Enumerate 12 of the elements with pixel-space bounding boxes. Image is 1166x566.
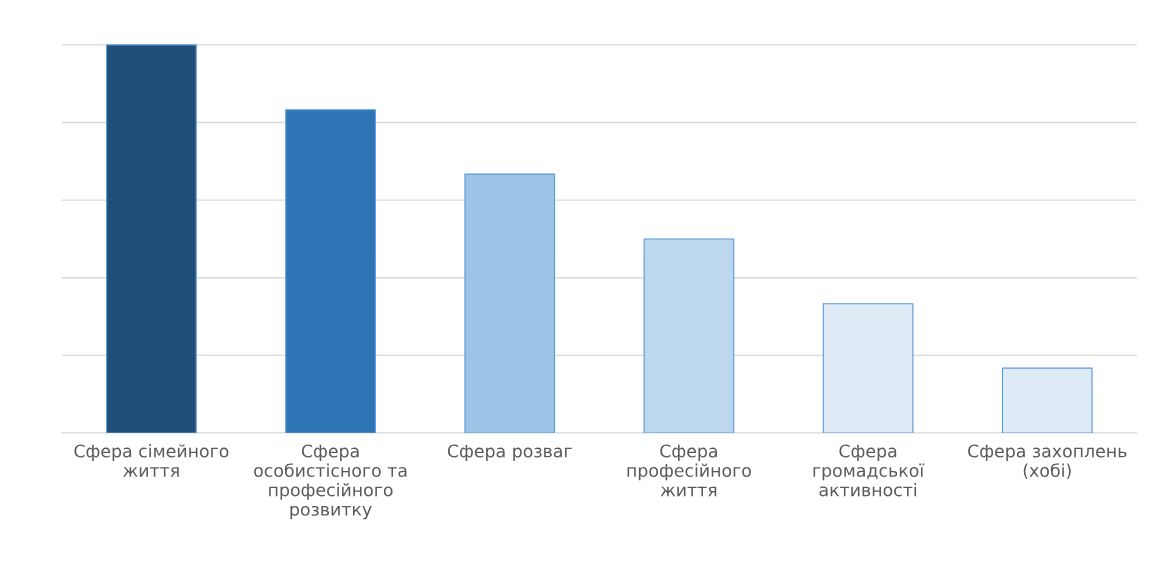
bar — [285, 109, 376, 433]
x-tick-label: Сфера захоплень (хобі) — [968, 444, 1127, 480]
bar — [822, 303, 914, 433]
bar — [643, 238, 735, 433]
bar — [464, 173, 556, 433]
x-tick-label: Сфера розваг — [447, 444, 572, 461]
x-tick-label: Сфера громадської активності — [813, 444, 925, 497]
x-tick-label: Сфера сімейного життя — [74, 444, 229, 477]
x-tick-label: Сфера професійного життя — [627, 444, 751, 497]
x-tick-label: Сфера особистісного та професійного розвитку — [254, 444, 407, 520]
bar — [106, 44, 197, 433]
bar — [1001, 367, 1093, 433]
